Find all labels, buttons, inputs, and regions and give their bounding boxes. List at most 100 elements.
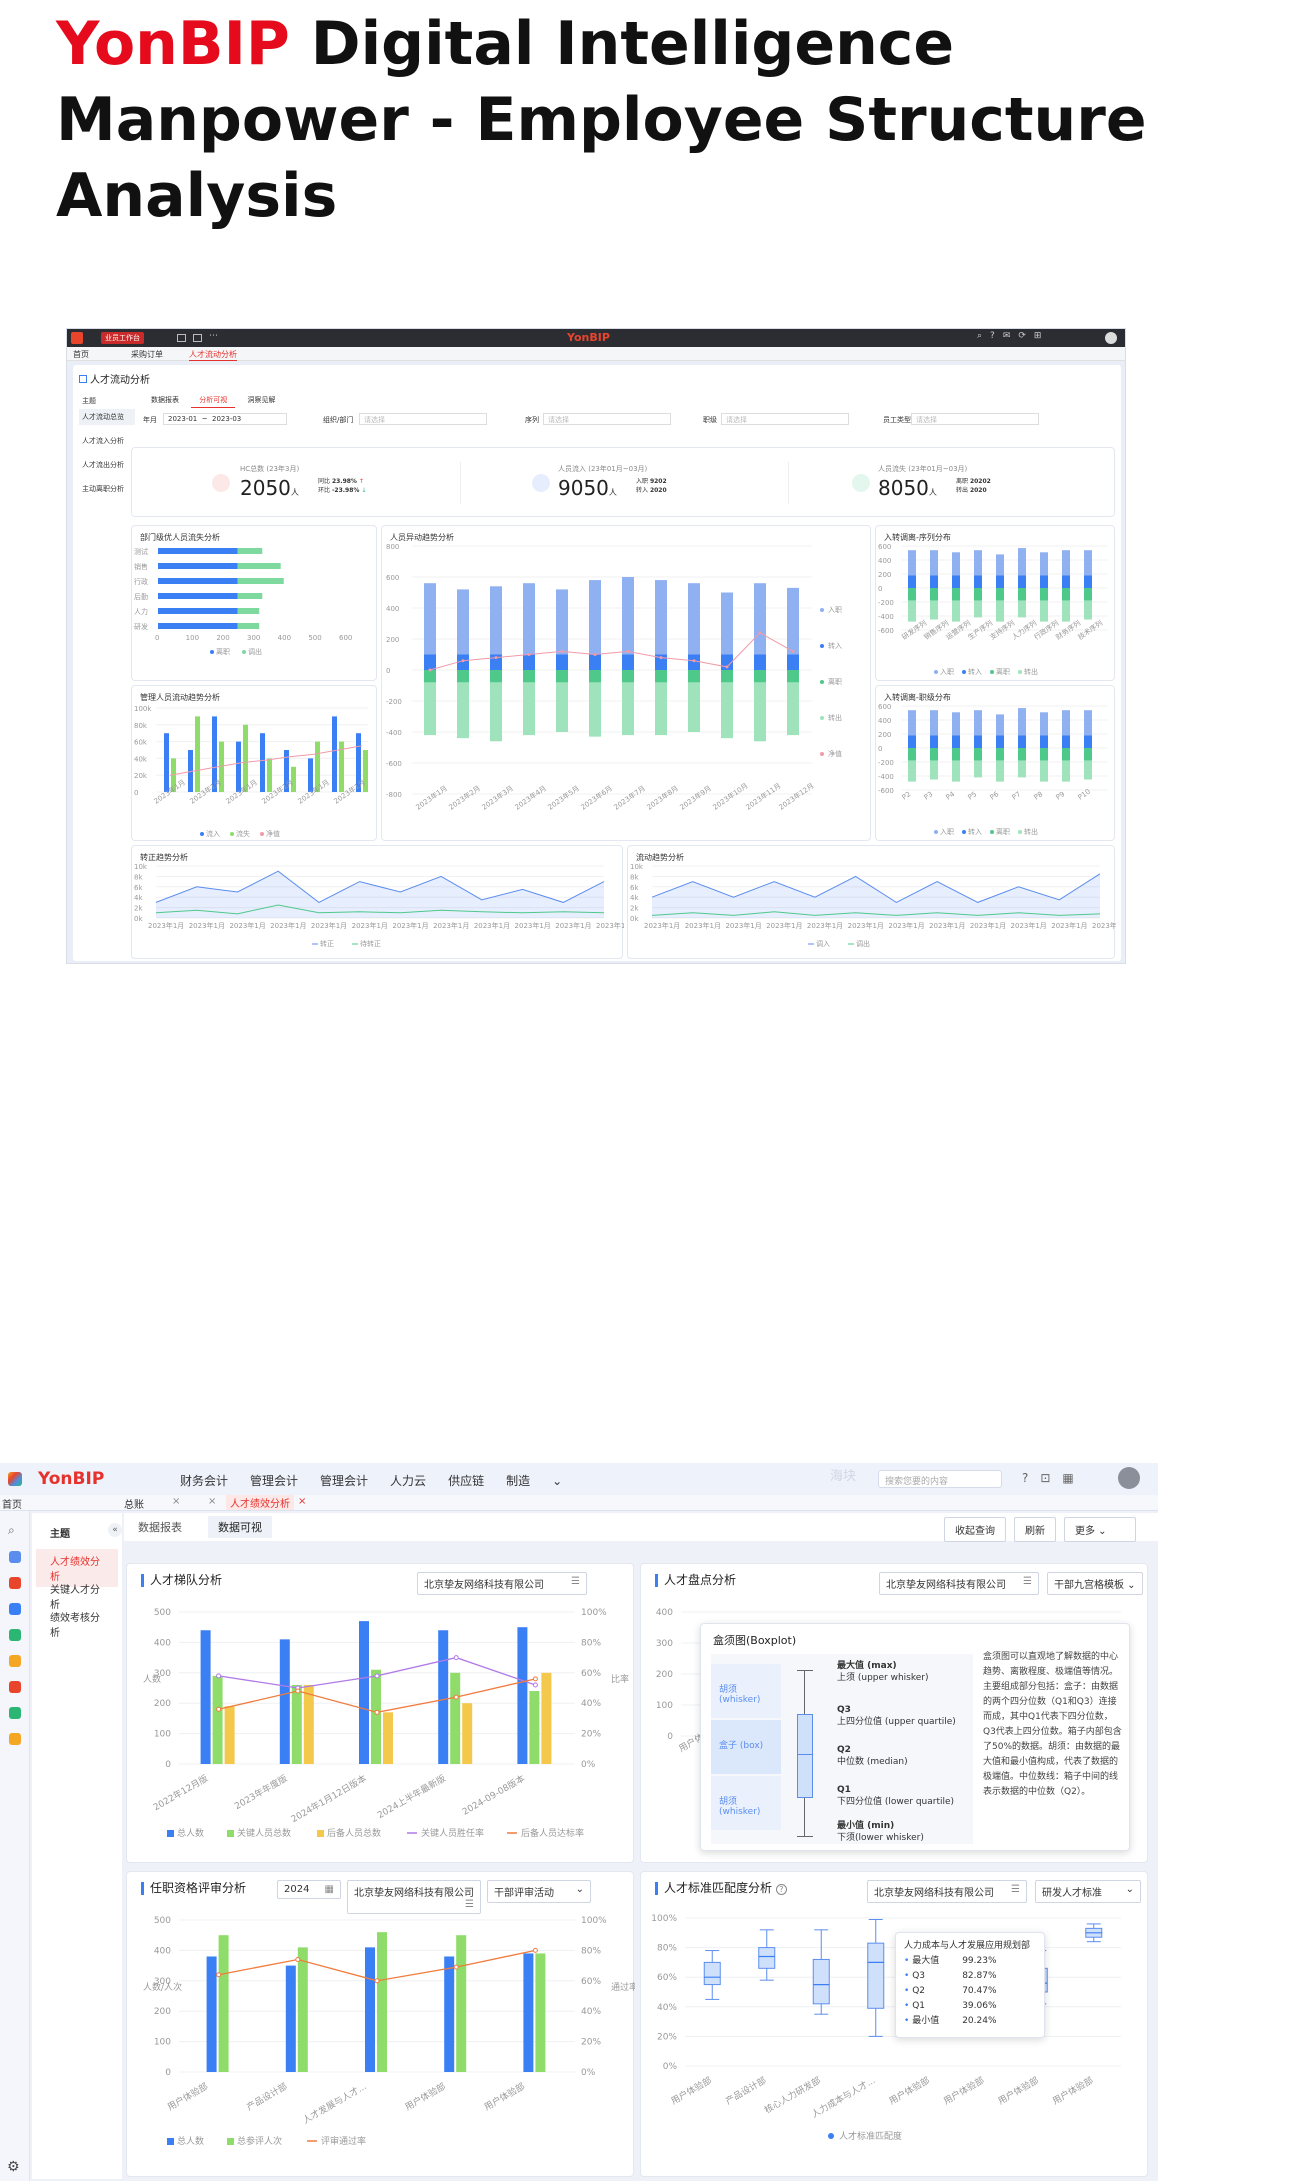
sidebar-item-key-talent[interactable]: 关键人才分析 [50, 1585, 100, 1611]
workbench-button[interactable]: 业员工作台 [101, 332, 144, 344]
mgr-bar-out [363, 750, 368, 792]
app-grid-icon[interactable] [71, 332, 83, 344]
tab-close-icon-2[interactable]: × [208, 1496, 217, 1507]
stack-bar-leave [1018, 760, 1026, 778]
main-xcat: 2023年12月 [777, 781, 816, 812]
nav-manufacture[interactable]: 制造 [506, 1474, 531, 1488]
toolbar-icons[interactable]: ⌕?✉⟳⊞ [977, 331, 1050, 341]
standard-select[interactable]: 研发人才标准 ⌄ [1035, 1880, 1141, 1903]
main-bar-leave [787, 682, 799, 736]
main-bar-transfer-in [688, 654, 700, 670]
search-input[interactable]: 搜索您要的内容 [878, 1470, 1002, 1488]
header-icons[interactable]: ?⊡▦ [1022, 1471, 1086, 1485]
tab-performance[interactable]: 人才绩效分析 [226, 1495, 294, 1510]
nav-hr[interactable]: 人力云 [390, 1474, 427, 1488]
tag-icon[interactable] [9, 1707, 21, 1722]
box-iqr [758, 1947, 776, 1969]
stack-bar-leave [908, 600, 916, 622]
tab-talent-flow[interactable]: 人才流动分析 [189, 350, 237, 361]
main-net-point [659, 656, 663, 660]
combo-bar-0 [517, 1627, 528, 1764]
top-bar: 业员工作台 ⋯ YonBIP ⌕?✉⟳⊞ [67, 329, 1125, 347]
org-select-3[interactable]: 北京挚友网络科技有限公司 ☰ [347, 1880, 481, 1914]
dept-cat-label: 测试 [134, 547, 148, 556]
sidebar-item-outflow[interactable]: 人才流出分析 [82, 461, 124, 469]
inflow-user-icon [532, 474, 550, 492]
print-icon[interactable] [193, 334, 202, 342]
area-legend: 待转正 [360, 939, 381, 948]
org-select-1[interactable]: 北京挚友网络科技有限公司 ☰ [417, 1572, 587, 1595]
nav-finance[interactable]: 财务会计 [180, 1474, 229, 1488]
tab-ledger[interactable]: 总账 [124, 1500, 144, 1511]
sheet-icon[interactable] [9, 1629, 21, 1644]
doc-icon[interactable] [9, 1603, 21, 1618]
type-select[interactable]: 请选择 [911, 413, 1039, 425]
org-select[interactable]: 请选择 [359, 413, 487, 425]
stack-bar-in [930, 735, 938, 748]
year-select[interactable]: 2024 ▦ [277, 1880, 341, 1899]
stack-bar-leave [952, 760, 960, 782]
dept-cat-label: 人力 [134, 607, 148, 616]
tab-close-icon-3[interactable]: × [298, 1496, 307, 1507]
main-net-point [758, 631, 762, 635]
theme-sidebar: 主题 人才流动总览 人才流入分析 人才流出分析 主动离职分析 [79, 393, 135, 497]
activity-select[interactable]: 干部评审活动 ⌄ [487, 1880, 591, 1903]
nav-supply[interactable]: 供应链 [448, 1474, 485, 1488]
chart-main-trend: 人员异动趋势分析 800 600 400 200 0 -200 -400 -600 -800 20… [381, 525, 871, 841]
tab-data-visual[interactable]: 数据可视 [208, 1516, 272, 1538]
kpi-hc-number: 2050 [240, 476, 291, 500]
sub-tab-bar: 数据报表 数据可视 收起查询 刷新 更多 ⌄ [124, 1513, 1158, 1542]
folder-icon[interactable] [177, 334, 186, 342]
nav-more-chevron-icon[interactable]: ⌄ [552, 1474, 563, 1488]
search-icon[interactable]: ⌕ [8, 1523, 15, 1537]
seq-select[interactable]: 请选择 [543, 413, 671, 425]
sidebar-item-inflow[interactable]: 人才流入分析 [82, 437, 124, 445]
tab-purchase[interactable]: 采购订单 [131, 350, 163, 359]
combo-point [453, 1655, 459, 1661]
org-select-2[interactable]: 北京挚友网络科技有限公司 ☰ [879, 1572, 1039, 1595]
collapse-icon[interactable]: « [108, 1523, 122, 1537]
user-icon[interactable] [9, 1681, 21, 1696]
tab-close-icon[interactable]: × [172, 1496, 181, 1507]
combo-bar-1 [371, 1669, 381, 1764]
tab-data-report[interactable]: 数据报表 [138, 1521, 182, 1534]
template-select[interactable]: 干部九宫格模板 ⌄ [1047, 1572, 1143, 1595]
inbox-icon[interactable] [9, 1551, 21, 1566]
yonbip-logo: YonBIP [567, 331, 610, 344]
more-button[interactable]: 更多 ⌄ [1064, 1517, 1136, 1542]
note-icon[interactable] [9, 1733, 21, 1748]
help-icon[interactable]: ? [775, 1884, 787, 1895]
folder-icon[interactable] [9, 1655, 21, 1670]
settings-gear-icon[interactable]: ⚙ [7, 2159, 20, 2175]
chart-icon[interactable] [9, 1577, 21, 1592]
avatar[interactable] [1105, 332, 1117, 344]
tab-analysis-visual[interactable]: 分析可视 [191, 393, 236, 408]
legend-dot [990, 670, 994, 674]
date-range-picker[interactable]: 2023-01 ~ 2023-03 [163, 413, 287, 425]
main-bar-transfer-out [622, 670, 634, 683]
org-select-4[interactable]: 北京挚友网络科技有限公司 ☰ [867, 1880, 1027, 1903]
match-legend: 人才标准匹配度 [839, 2130, 902, 2142]
box-iqr [867, 1942, 885, 2009]
more-icon[interactable]: ⋯ [209, 331, 218, 341]
mgr-bar-out [171, 758, 176, 792]
tab-insights[interactable]: 洞察见解 [247, 396, 276, 404]
sidebar-item-performance[interactable]: 人才绩效分析 [36, 1549, 118, 1587]
collapse-query-button[interactable]: 收起查询 [944, 1517, 1006, 1542]
tab-home[interactable]: 首页 [2, 1500, 22, 1511]
user-avatar[interactable] [1118, 1467, 1140, 1489]
box-iqr [812, 1958, 830, 2005]
sidebar-item-overview[interactable]: 人才流动总览 [79, 409, 135, 425]
refresh-button[interactable]: 刷新 [1014, 1517, 1056, 1542]
combo-point [216, 1972, 222, 1978]
nav-mgmt2[interactable]: 管理会计 [320, 1474, 369, 1488]
tip-q2-value: 70.47% [962, 1986, 997, 1996]
sidebar-item-resign[interactable]: 主动离职分析 [82, 485, 124, 493]
nav-mgmt1[interactable]: 管理会计 [250, 1474, 299, 1488]
tab-home[interactable]: 首页 [73, 350, 89, 359]
tab-data-report[interactable]: 数据报表 [151, 396, 179, 404]
sidebar-item-assessment[interactable]: 绩效考核分析 [50, 1613, 100, 1639]
rank-select[interactable]: 请选择 [721, 413, 849, 425]
